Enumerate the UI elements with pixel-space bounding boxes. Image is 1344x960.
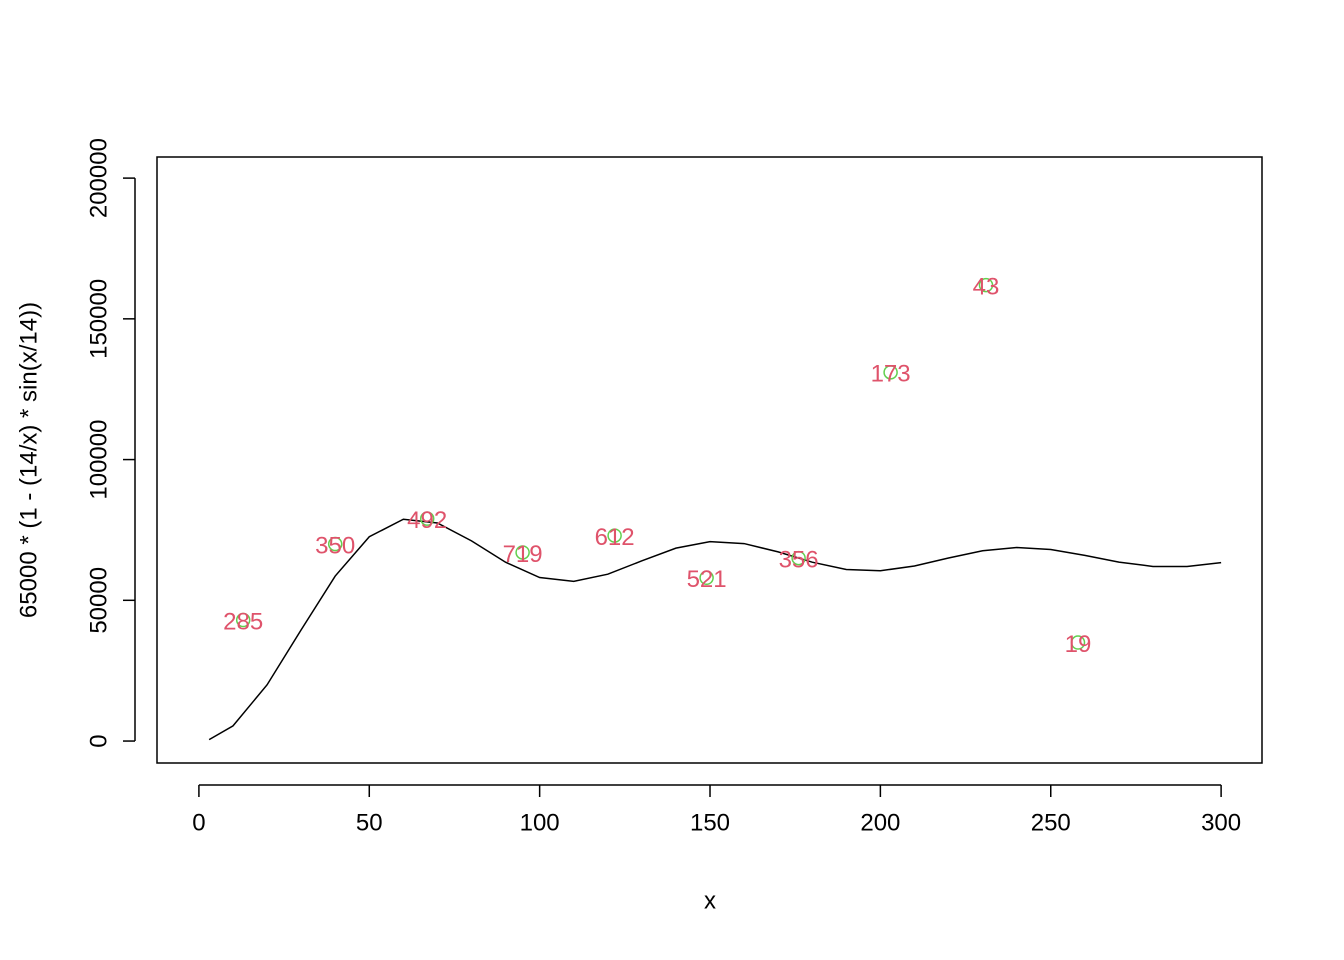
point [791, 550, 806, 566]
x-tick-label: 250 [1031, 809, 1071, 836]
point-label: 521 [687, 566, 727, 593]
plot-box [156, 156, 1263, 764]
point-label: 719 [503, 541, 543, 568]
curve [208, 518, 1222, 741]
y-tick-label: 50000 [85, 567, 112, 634]
point [607, 528, 622, 543]
point [978, 277, 994, 293]
point-label: 173 [871, 361, 911, 388]
y-tick-label: 150000 [85, 279, 112, 359]
point [699, 570, 714, 586]
point [327, 536, 343, 552]
x-tick-label: 0 [192, 809, 205, 836]
point-label: 19 [1065, 631, 1092, 658]
point-label: 492 [407, 507, 447, 534]
x-tick-label: 300 [1201, 809, 1241, 836]
point [883, 365, 898, 380]
y-axis-title: 65000 * (1 - (14/x) * sin(x/14)) [15, 302, 42, 618]
x-tick-label: 150 [690, 809, 730, 836]
point [419, 511, 435, 526]
x-axis-title: x [704, 887, 716, 914]
x-tick-label: 50 [356, 809, 383, 836]
point-label: 612 [595, 524, 635, 551]
point-label: 43 [973, 273, 1000, 300]
point-label: 285 [223, 608, 263, 635]
point [235, 612, 251, 628]
point-label: 350 [315, 532, 355, 559]
point [1070, 635, 1086, 650]
x-tick-label: 100 [520, 809, 560, 836]
y-tick-label: 0 [85, 734, 112, 747]
x-tick-label: 200 [860, 809, 900, 836]
y-tick-label: 200000 [85, 138, 112, 218]
point-label: 356 [779, 546, 819, 573]
y-tick-label: 100000 [85, 420, 112, 500]
point [515, 545, 530, 560]
